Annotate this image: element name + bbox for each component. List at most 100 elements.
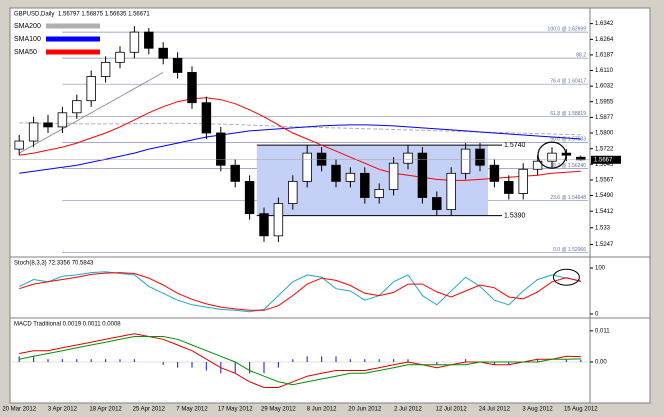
candle-body [417, 152, 428, 198]
candle-body [576, 156, 586, 161]
current-price-label: 1.5667 [594, 157, 613, 163]
candle-body [100, 61, 111, 77]
annotation-circle [552, 268, 580, 286]
y-tick-label: 1.533 [595, 225, 611, 231]
candle-body [460, 148, 471, 174]
y-tick-label: 1.5877 [595, 115, 614, 121]
fib-label: 0.0 @ 1.52066 [553, 247, 586, 253]
macd-bar [580, 359, 582, 362]
macd-bar [436, 362, 438, 365]
macd-bar [508, 362, 510, 365]
x-tick-label: 8 Jun 2012 [307, 407, 337, 413]
current-price-box [591, 155, 621, 164]
y-tick-label: 0.00 [595, 360, 607, 366]
macd-bar [378, 359, 380, 362]
candle-body [475, 148, 485, 166]
fib-label: 23.6 @ 1.54648 [550, 195, 586, 201]
macd-bar [90, 359, 92, 362]
y-tick-label: 1.5247 [595, 242, 614, 248]
x-tick-label: 3 Apr 2012 [48, 407, 78, 413]
macd-bar [364, 359, 366, 362]
legend-label: SMA200 [14, 23, 41, 30]
candle-body [72, 100, 82, 114]
y-tick-label: 1.5567 [595, 178, 614, 184]
candle-body [43, 122, 53, 128]
candle-body [345, 172, 356, 182]
fib-label: 88.2 [576, 52, 586, 58]
candle-body [216, 132, 226, 166]
candle-body [288, 180, 298, 204]
legend-label: SMA50 [14, 49, 37, 56]
x-tick-label: 25 Apr 2012 [133, 407, 166, 413]
fib-label: 50.0 @ 1.57533 [550, 137, 586, 143]
x-tick-label: 2 Jul 2012 [394, 407, 422, 413]
x-tick-label: 3 Aug 2012 [522, 407, 553, 413]
macd-title: MACD Traditional 0.0019 0.0011 0.0008 [14, 322, 121, 328]
y-tick-label: 1.5645 [595, 162, 614, 168]
macd-bar [191, 362, 193, 368]
candle-body [230, 164, 240, 182]
fib-label: 100.0 @ 1.62999 [548, 26, 587, 32]
macd-bar [205, 362, 207, 371]
macd-bar [61, 359, 63, 362]
legend-swatch [46, 49, 100, 55]
annotation-circle [537, 141, 567, 169]
candle-body [172, 57, 183, 73]
candle-body [403, 152, 413, 164]
candle-body [86, 76, 96, 102]
macd-bar [292, 359, 294, 362]
macd-bar [105, 359, 107, 362]
candle-body [28, 122, 39, 142]
y-tick-label: 1.6264 [595, 37, 614, 43]
candle-body [331, 164, 341, 182]
fib-label: 61.8 @ 1.58819 [550, 111, 586, 117]
macd-bar [493, 362, 495, 365]
macd-bar [162, 362, 164, 365]
candle-body [244, 180, 255, 215]
fib-label: 38.2 @ 1.56240 [550, 163, 586, 169]
x-tick-label: 29 May 2012 [261, 407, 296, 413]
y-tick-label: 100 [595, 266, 606, 272]
y-tick-label: 1.6110 [595, 68, 614, 74]
candle-body [374, 189, 384, 198]
candle-body [144, 31, 154, 49]
x-tick-label: 15 Aug 2012 [564, 407, 598, 413]
candle-body [259, 213, 269, 237]
candle-body [388, 162, 399, 190]
candle-body [302, 152, 312, 182]
macd-bar [306, 356, 308, 362]
macd-bar [33, 356, 35, 362]
macd-bar [177, 362, 179, 368]
candle-body [518, 168, 528, 194]
fib-label: 76.4 @ 1.60417 [550, 79, 586, 85]
candle-body [115, 51, 125, 63]
x-tick-label: 17 May 2012 [218, 407, 253, 413]
x-tick-label: 12 Jul 2012 [436, 407, 468, 413]
macd-bar [249, 362, 251, 374]
y-tick-label: 1.5412 [595, 209, 614, 215]
range-bottom-label: 1.5390 [504, 213, 526, 220]
macd-bar [277, 362, 279, 368]
y-tick-label: 0 [595, 312, 599, 318]
sma-line [19, 124, 581, 174]
macd-bar [47, 359, 49, 362]
candle-body [316, 152, 327, 166]
x-tick-label: 20 Mar 2012 [2, 407, 36, 413]
x-tick-label: 20 Jun 2012 [348, 407, 382, 413]
macd-line [19, 336, 581, 386]
y-tick-label: 0.011 [595, 328, 610, 334]
legend-label: SMA100 [14, 36, 41, 43]
sma-line [19, 97, 581, 181]
y-tick-label: 1.6342 [595, 21, 614, 27]
stoch-title: Stoch(8,3,3) 72.3356 70.5843 [14, 261, 94, 267]
candle-body [532, 160, 543, 170]
x-tick-label: 18 Apr 2012 [89, 407, 122, 413]
range-top-label: 1.5740 [504, 142, 526, 149]
macd-line [19, 333, 581, 388]
candle-body [187, 72, 197, 104]
y-tick-label: 1.5490 [595, 193, 614, 199]
candle-body [360, 172, 370, 198]
candle-body [446, 172, 456, 211]
